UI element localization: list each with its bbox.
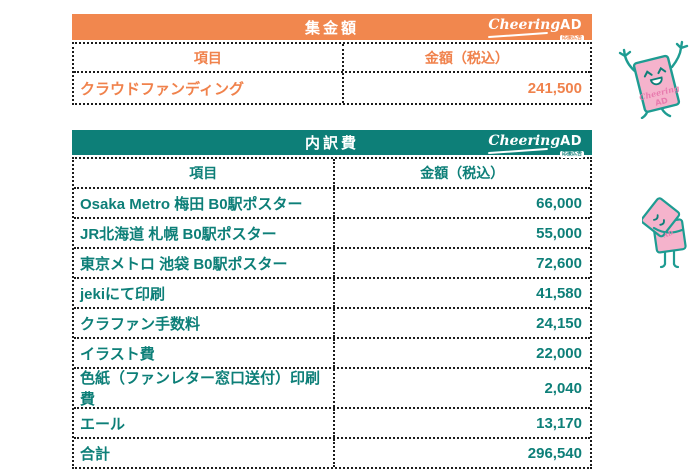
row-amount-value: 72,600 [536, 254, 582, 272]
row-item-label: イラスト費 [74, 339, 335, 367]
mascot-bowing-poster-icon: AD [640, 187, 696, 278]
row-item-label: クラファン手数料 [74, 309, 335, 337]
row-item-label: JR北海道 札幌 B0駅ポスター [74, 219, 335, 247]
column-header-item: 項目 [74, 44, 344, 71]
table-row: イラスト費 22,000 [74, 337, 590, 367]
breakdown-table: 内訳費 CheeringAD 応援広告 項目 金額（税込） Osaka Metr… [72, 130, 592, 469]
mascot-label-ad: AD [662, 229, 675, 240]
row-amount-value: 55,000 [536, 224, 582, 242]
column-header-amount: 金額（税込） [420, 165, 505, 181]
row-amount-value: 41,580 [536, 284, 582, 302]
row-amount-value: 2,040 [544, 379, 582, 397]
row-item-label: 合計 [74, 439, 335, 467]
cheering-ad-logo: CheeringAD 応援広告 [488, 133, 584, 158]
logo-script-text: Cheering [488, 17, 561, 33]
collection-table-column-header: 項目 金額（税込） [74, 44, 590, 71]
table-row: JR北海道 札幌 B0駅ポスター 55,000 [74, 217, 590, 247]
cheering-ad-logo: CheeringAD 応援広告 [488, 17, 584, 42]
table-row: クラウドファンディング 241,500 [74, 71, 590, 103]
column-header-item: 項目 [74, 159, 335, 187]
table-row: クラファン手数料 24,150 [74, 307, 590, 337]
breakdown-table-body: 項目 金額（税込） Osaka Metro 梅田 B0駅ポスター 66,000 JR… [72, 157, 592, 469]
breakdown-table-column-header: 項目 金額（税込） [74, 159, 590, 187]
collection-table: 集金額 CheeringAD 応援広告 項目 金額（税込） クラウドファンディン… [72, 14, 592, 105]
row-item-label: 色紙（ファンレター窓口送付）印刷費 [74, 369, 335, 408]
table-row: エール 13,170 [74, 407, 590, 437]
row-item-label: 東京メトロ 池袋 B0駅ポスター [74, 249, 335, 277]
logo-ad-text: AD [560, 18, 582, 33]
row-item-label: エール [74, 409, 335, 437]
table-row: 合計 296,540 [74, 437, 590, 467]
logo-badge: 応援広告 [559, 151, 584, 158]
logo-script-text: Cheering [488, 133, 561, 149]
mascot-label-ad: AD [654, 96, 669, 108]
breakdown-table-header-band: 内訳費 CheeringAD 応援広告 [72, 130, 592, 158]
row-amount-value: 22,000 [536, 344, 582, 362]
row-amount-value: 241,500 [527, 79, 582, 97]
table-row: 色紙（ファンレター窓口送付）印刷費 2,040 [74, 367, 590, 408]
row-amount-value: 24,150 [536, 314, 582, 332]
collection-table-header-band: 集金額 CheeringAD 応援広告 [72, 14, 592, 42]
logo-ad-text: AD [560, 134, 582, 149]
collection-table-rows: クラウドファンディング 241,500 [74, 71, 590, 103]
table-row: 東京メトロ 池袋 B0駅ポスター 72,600 [74, 247, 590, 277]
column-header-amount: 金額（税込） [424, 49, 509, 66]
row-item-label: Osaka Metro 梅田 B0駅ポスター [74, 189, 335, 217]
breakdown-table-rows: Osaka Metro 梅田 B0駅ポスター 66,000 JR北海道 札幌 B0駅… [74, 187, 590, 467]
logo-badge: 応援広告 [559, 35, 584, 42]
table-row: jekiにて印刷 41,580 [74, 277, 590, 307]
row-amount-value: 66,000 [536, 194, 582, 212]
row-item-label: クラウドファンディング [74, 73, 344, 103]
collection-table-body: 項目 金額（税込） クラウドファンディング 241,500 [72, 42, 592, 105]
row-item-label: jekiにて印刷 [74, 279, 335, 307]
collection-table-title: 集金額 [304, 19, 359, 37]
row-amount-value: 296,540 [527, 444, 582, 462]
table-row: Osaka Metro 梅田 B0駅ポスター 66,000 [74, 187, 590, 217]
breakdown-table-title: 内訳費 [304, 135, 359, 152]
row-amount-value: 13,170 [536, 414, 582, 432]
mascot-jumping-poster-icon: Cheering AD [616, 39, 694, 124]
